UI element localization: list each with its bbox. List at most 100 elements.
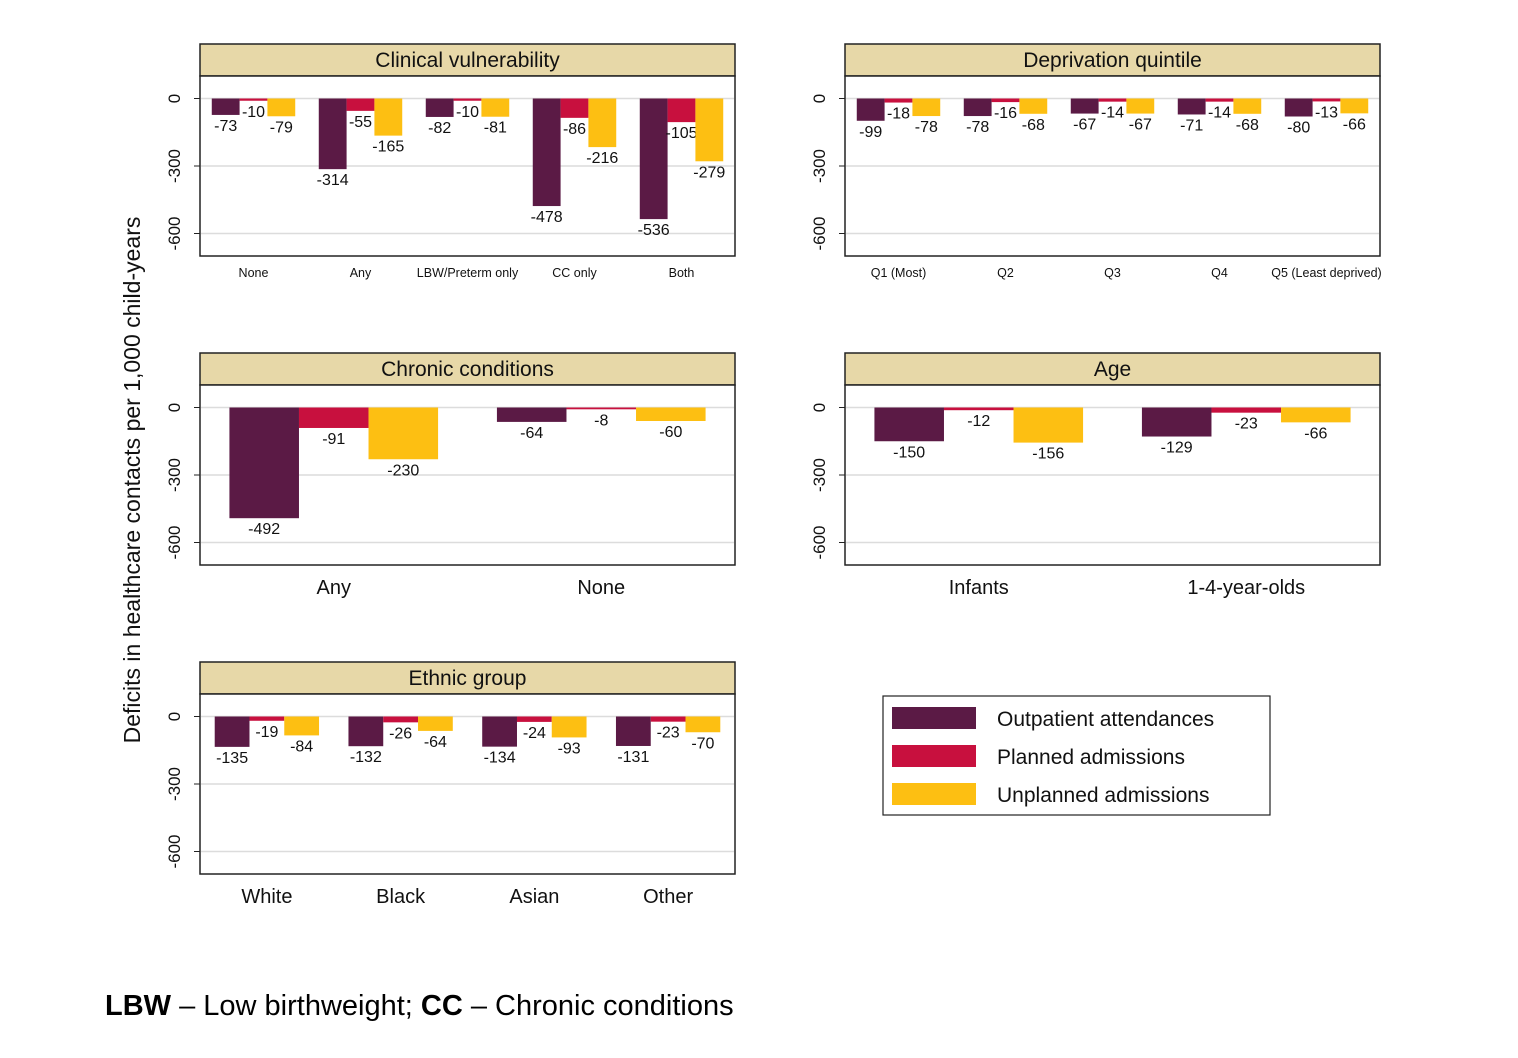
bar <box>650 716 686 722</box>
y-tick-label: 0 <box>165 94 184 103</box>
bar <box>239 98 268 101</box>
data-label: -314 <box>317 172 349 189</box>
data-label: -132 <box>350 749 382 766</box>
x-tick-label: Q4 <box>1211 266 1228 280</box>
bar <box>418 716 453 731</box>
bar <box>482 716 517 747</box>
bar <box>1013 407 1084 443</box>
data-label: -99 <box>859 124 882 141</box>
bar <box>346 98 375 111</box>
x-tick-label: LBW/Preterm only <box>417 266 519 280</box>
y-tick-label: -300 <box>810 149 829 183</box>
footnote: LBW – Low birthweight; CC – Chronic cond… <box>105 990 734 1023</box>
data-label: -105 <box>665 125 697 142</box>
panel-header <box>844 43 1381 77</box>
panel-title: Clinical vulnerability <box>375 49 560 72</box>
bar <box>551 716 587 738</box>
data-label: -165 <box>372 139 404 156</box>
legend-label: Outpatient attendances <box>997 708 1214 731</box>
bar <box>1098 98 1127 102</box>
data-label: -536 <box>638 222 670 239</box>
legend-swatch <box>892 783 976 805</box>
bar <box>991 98 1020 103</box>
x-tick-label: CC only <box>552 266 597 280</box>
x-tick-label: Any <box>350 266 372 280</box>
bar <box>1233 98 1262 114</box>
panel-header <box>844 352 1381 386</box>
data-label: -86 <box>563 121 586 138</box>
panel-title: Chronic conditions <box>381 358 554 381</box>
bar <box>1211 407 1282 413</box>
bar <box>496 407 567 422</box>
bar <box>284 716 320 736</box>
x-tick-label: Q5 (Least deprived) <box>1271 266 1381 280</box>
x-tick-label: Q3 <box>1104 266 1121 280</box>
data-label: -79 <box>270 119 293 136</box>
data-label: -23 <box>657 725 680 742</box>
panel-title: Age <box>1094 358 1131 381</box>
bar <box>532 98 561 207</box>
data-label: -68 <box>1022 117 1045 134</box>
panel-header <box>199 661 736 695</box>
data-label: -216 <box>586 150 618 167</box>
data-label: -18 <box>887 106 910 123</box>
bar <box>453 98 482 101</box>
footnote-abbr-lbw: LBW <box>105 990 172 1022</box>
x-tick-label: Both <box>669 266 695 280</box>
bar <box>425 98 454 117</box>
bar <box>856 98 885 121</box>
y-tick-label: -300 <box>165 149 184 183</box>
y-tick-label: -300 <box>165 767 184 801</box>
data-label: -93 <box>558 740 581 757</box>
x-tick-label: Black <box>376 886 426 908</box>
data-label: -8 <box>594 412 608 429</box>
data-label: -80 <box>1287 120 1310 137</box>
bar <box>374 98 403 136</box>
footnote-abbr-cc: CC <box>420 990 463 1022</box>
data-label: -66 <box>1343 116 1366 133</box>
data-label: -73 <box>214 118 237 135</box>
bar <box>1141 407 1212 437</box>
x-tick-label: Any <box>317 577 351 599</box>
data-label: -64 <box>520 425 543 442</box>
data-label: -10 <box>242 104 265 121</box>
legend-label: Planned admissions <box>997 746 1185 769</box>
x-tick-label: None <box>577 577 625 599</box>
data-label: -23 <box>1235 416 1258 433</box>
bar <box>695 98 724 162</box>
data-label: -279 <box>693 164 725 181</box>
data-label: -67 <box>1073 117 1096 134</box>
y-tick-label: 0 <box>165 712 184 721</box>
bar <box>685 716 721 733</box>
data-label: -71 <box>1180 117 1203 134</box>
bar <box>566 407 637 410</box>
x-tick-label: Q1 (Most) <box>871 266 927 280</box>
bar <box>874 407 944 442</box>
data-label: -135 <box>216 750 248 767</box>
data-label: -64 <box>424 734 447 751</box>
data-label: -16 <box>994 105 1017 122</box>
bar <box>639 98 668 220</box>
bar <box>229 407 299 519</box>
bar <box>884 98 913 103</box>
bar <box>348 716 384 747</box>
bar <box>318 98 347 170</box>
bar <box>1070 98 1099 114</box>
bar <box>1019 98 1048 114</box>
x-tick-label: Other <box>643 886 693 908</box>
bar <box>1126 98 1155 114</box>
bar <box>615 716 651 746</box>
bar <box>1281 407 1351 423</box>
bar <box>267 98 296 117</box>
bar <box>1177 98 1206 115</box>
x-tick-label: 1-4-year-olds <box>1187 577 1305 599</box>
bar <box>298 407 369 428</box>
bar <box>636 407 706 421</box>
bar <box>383 716 419 723</box>
bar <box>912 98 941 117</box>
bar <box>943 407 1014 411</box>
panel-title: Deprivation quintile <box>1023 49 1202 72</box>
y-tick-label: -600 <box>810 525 829 559</box>
